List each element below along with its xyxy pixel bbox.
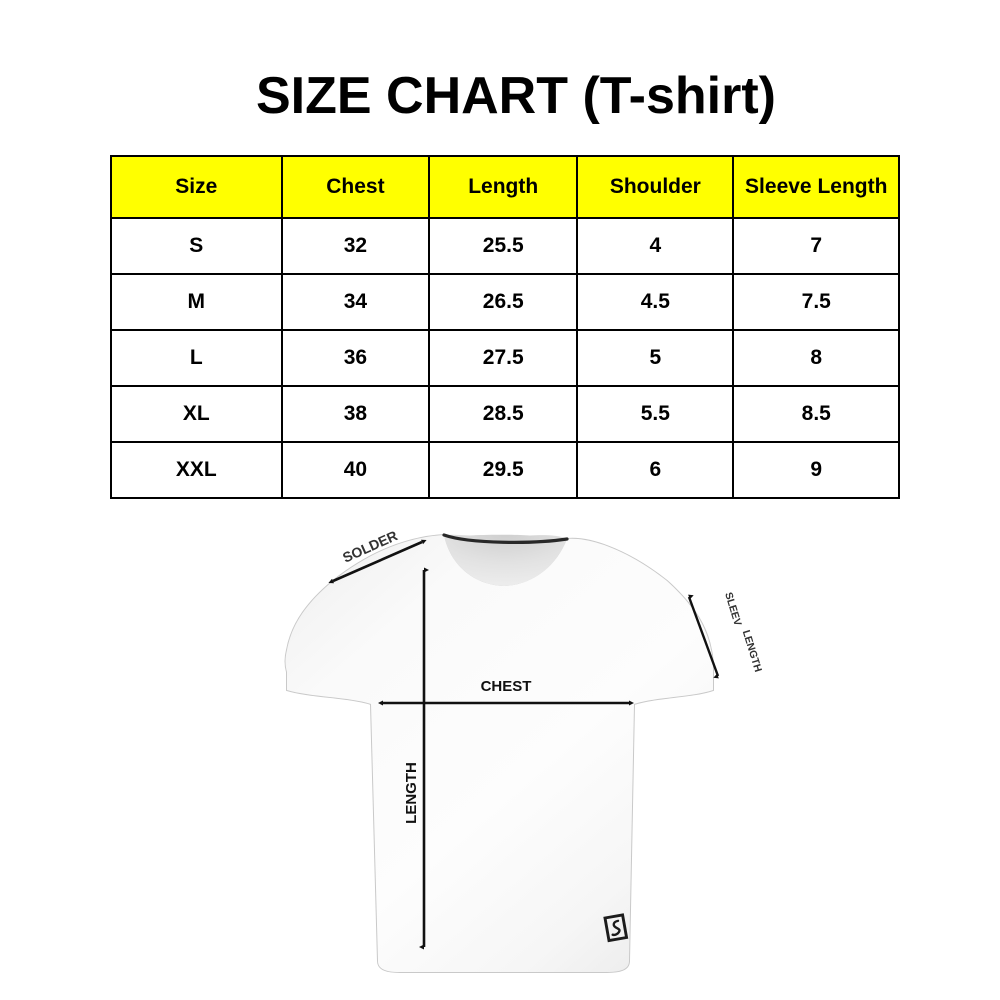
svg-text:LENGTH: LENGTH [403, 762, 420, 824]
svg-text:SLEEV: SLEEV [722, 591, 744, 627]
svg-text:LENGTH: LENGTH [740, 629, 764, 674]
svg-text:CHEST: CHEST [481, 678, 532, 695]
